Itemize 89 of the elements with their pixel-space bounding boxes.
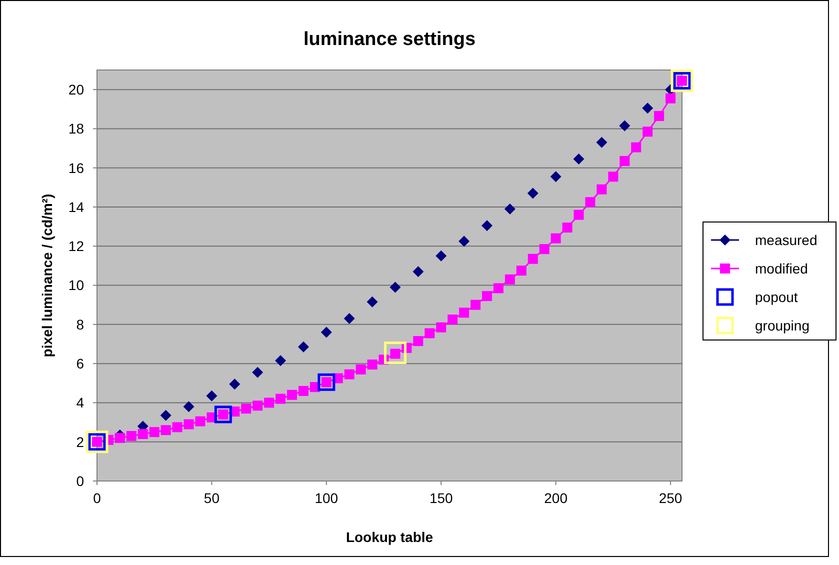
y-tick-label: 10 [68, 277, 84, 294]
point [493, 283, 504, 294]
point [264, 398, 274, 408]
chart-title: luminance settings [303, 29, 476, 50]
point [384, 342, 406, 364]
point [504, 274, 515, 284]
y-tick-label: 6 [76, 355, 84, 372]
x-tick-label: 50 [204, 490, 220, 506]
y-tick-label: 8 [76, 316, 84, 332]
x-tick-label: 100 [314, 490, 338, 506]
point [229, 378, 240, 390]
point [482, 291, 492, 302]
point [214, 406, 232, 424]
point [620, 156, 630, 166]
point [654, 110, 664, 121]
point [275, 355, 286, 366]
point [138, 429, 148, 440]
point [413, 336, 424, 346]
y-tick-label: 18 [68, 120, 84, 137]
y-tick-label: 2 [76, 434, 84, 450]
point [470, 300, 481, 310]
point [482, 220, 492, 232]
point [184, 419, 194, 430]
point [631, 142, 642, 152]
point [366, 296, 378, 308]
point [276, 394, 286, 404]
x-tick-label: 250 [658, 490, 682, 506]
point [252, 400, 263, 411]
point [206, 390, 218, 402]
point [367, 360, 378, 370]
point [287, 390, 297, 400]
point [183, 401, 194, 412]
point [436, 250, 447, 262]
point [412, 266, 424, 278]
point [356, 364, 366, 374]
y-tick-label: 16 [68, 160, 84, 176]
point [666, 93, 676, 104]
point [320, 326, 332, 338]
point [318, 373, 336, 391]
point [642, 102, 654, 114]
y-tick-label: 12 [68, 238, 84, 254]
point [608, 172, 618, 182]
x-axis-title: Lookup table [346, 529, 434, 545]
point [458, 236, 470, 247]
y-axis-title: pixel luminance / (cd/m²) [39, 194, 55, 358]
point [596, 184, 607, 194]
x-tick-label: 0 [93, 490, 102, 506]
point [562, 222, 572, 233]
point [550, 171, 562, 182]
point [126, 430, 136, 441]
point [172, 422, 182, 432]
y-tick-label: 14 [68, 198, 84, 215]
y-tick-label: 4 [76, 394, 84, 411]
point [160, 410, 172, 421]
legend-label: grouping [755, 317, 810, 334]
point [252, 366, 264, 378]
y-tick-label: 0 [76, 472, 84, 489]
point [459, 308, 470, 318]
point [195, 416, 206, 426]
point [114, 432, 125, 443]
legend-label: popout [755, 288, 798, 305]
point [160, 425, 171, 436]
point [390, 282, 401, 293]
point [424, 328, 435, 338]
y-tick-label: 20 [68, 81, 84, 98]
point [642, 126, 653, 137]
point [619, 120, 630, 132]
point [573, 154, 584, 165]
point [344, 313, 355, 324]
point [516, 266, 526, 276]
point [550, 233, 561, 244]
point [149, 427, 160, 438]
point [344, 369, 354, 380]
point [585, 197, 596, 208]
x-tick-label: 200 [544, 490, 568, 506]
point [527, 188, 538, 199]
legend-label: measured [755, 232, 818, 248]
legend-label: modified [755, 260, 808, 276]
x-tick-label: 150 [429, 490, 454, 506]
point [596, 136, 608, 148]
point [298, 386, 308, 396]
point [504, 203, 516, 214]
point [574, 210, 584, 220]
point [448, 314, 458, 325]
point [539, 244, 550, 254]
point [436, 322, 446, 332]
point [528, 254, 538, 264]
point [298, 341, 309, 352]
point [241, 404, 252, 414]
